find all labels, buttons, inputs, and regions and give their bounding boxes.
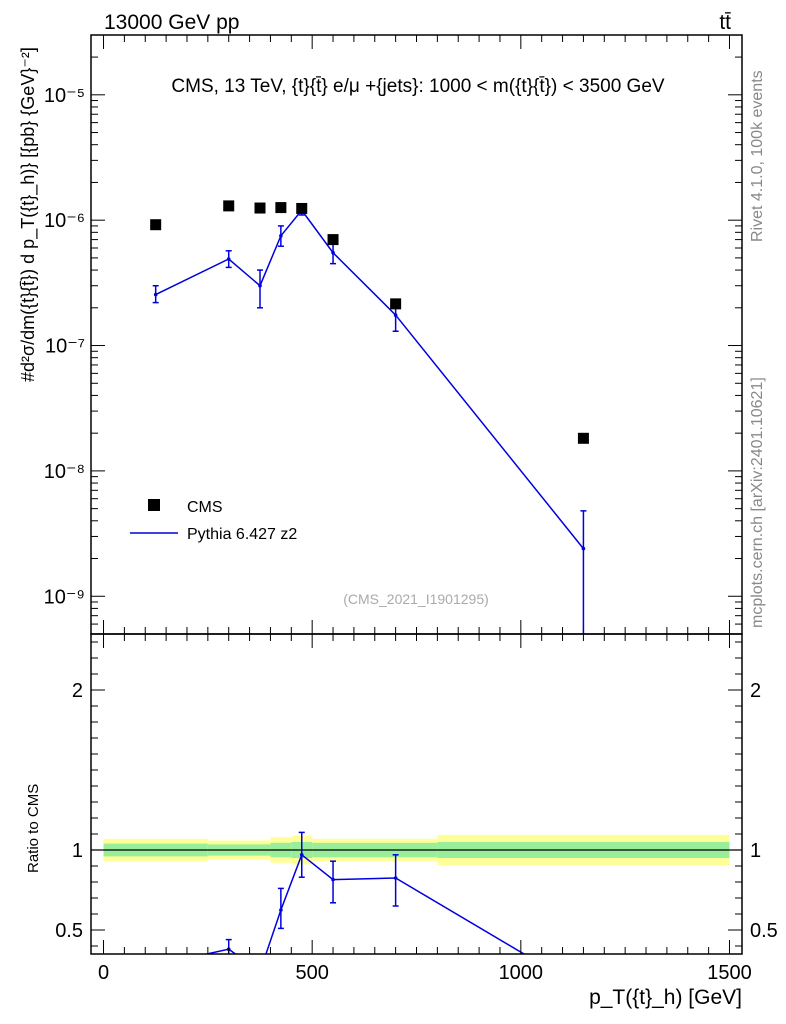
header-process: 13000 GeV pp (104, 11, 239, 34)
cms-data-point (390, 298, 402, 310)
pythia-point (153, 292, 158, 297)
ratio-point (331, 877, 335, 882)
ratio-pythia-line (203, 853, 526, 954)
header-final-state: tt̄ (719, 11, 731, 34)
rivet-version-label: Rivet 4.1.0, 100k events (749, 70, 766, 242)
ratio-y-tick-label-left: 0.5 (55, 920, 83, 942)
cms-data-point (577, 432, 589, 444)
pythia-point (393, 313, 398, 317)
cms-data-point (150, 219, 162, 231)
pythia-point (226, 257, 231, 261)
legend-label-pythia: Pythia 6.427 z2 (187, 526, 297, 543)
main-axis-ticks: 10⁻⁹ 10⁻⁸ 10⁻⁷ 10⁻⁶ 10⁻⁵ (44, 35, 742, 635)
mcplots-source-label: mcplots.cern.ch [arXiv:2401.10621] (749, 377, 766, 628)
ratio-plot-frame (90, 633, 743, 955)
main-y-axis-label: #d²σ/dm({t}{t̄}) d p_T({t}_h)} [{pb} {Ge… (18, 47, 39, 382)
x-axis-label: p_T({t}_h) [GeV] (589, 986, 742, 1009)
main-data-layer (150, 200, 589, 634)
x-tick-label: 0 (98, 962, 109, 984)
pythia-point (258, 283, 262, 288)
ratio-y-tick-label-right: 1 (750, 840, 761, 862)
pythia-line (155, 209, 585, 550)
x-tick-label: 1500 (707, 962, 752, 984)
legend-marker-cms (148, 499, 160, 511)
main-plot-frame (90, 34, 743, 635)
main-y-tick-label: 10⁻⁹ (44, 586, 85, 608)
main-y-tick-label: 10⁻⁷ (45, 336, 85, 358)
legend-label-cms: CMS (187, 499, 223, 516)
ratio-y-tick-label-left: 2 (72, 680, 83, 702)
cms-data-point (254, 202, 266, 214)
ratio-point (582, 987, 586, 991)
ratio-point (279, 908, 283, 912)
ratio-y-axis-label: Ratio to CMS (25, 784, 42, 873)
ratio-point (393, 876, 398, 880)
cms-data-point (223, 200, 235, 212)
ratio-y-tick-label-left: 1 (72, 840, 83, 862)
main-y-tick-label: 10⁻⁶ (44, 210, 85, 232)
main-y-tick-label: 10⁻⁸ (44, 461, 85, 483)
cms-data-point (327, 234, 339, 246)
ratio-y-tick-label-right: 0.5 (750, 920, 778, 942)
legend: CMS Pythia 6.427 z2 (130, 499, 297, 543)
pythia-point (581, 546, 586, 551)
ratio-axis-ticks: 0.5 0.5 1 1 2 2 0 500 1000 1500 (55, 634, 778, 984)
analysis-watermark: (CMS_2021_I1901295) (343, 591, 489, 607)
main-plot-title: CMS, 13 TeV, {t}{t̄} e/μ +{jets}: 1000 <… (171, 76, 664, 97)
ratio-y-tick-label-right: 2 (750, 680, 761, 702)
x-tick-label: 500 (295, 962, 328, 984)
pythia-point (331, 250, 335, 255)
ratio-point (299, 853, 304, 857)
cms-data-point (275, 202, 287, 214)
main-y-tick-label: 10⁻⁵ (44, 85, 85, 107)
ratio-point (258, 970, 262, 974)
ratio-point (154, 963, 158, 967)
cms-data-point (296, 202, 308, 214)
x-tick-label: 1000 (499, 962, 544, 984)
pythia-point (279, 234, 283, 238)
ratio-data-layer (91, 831, 742, 991)
